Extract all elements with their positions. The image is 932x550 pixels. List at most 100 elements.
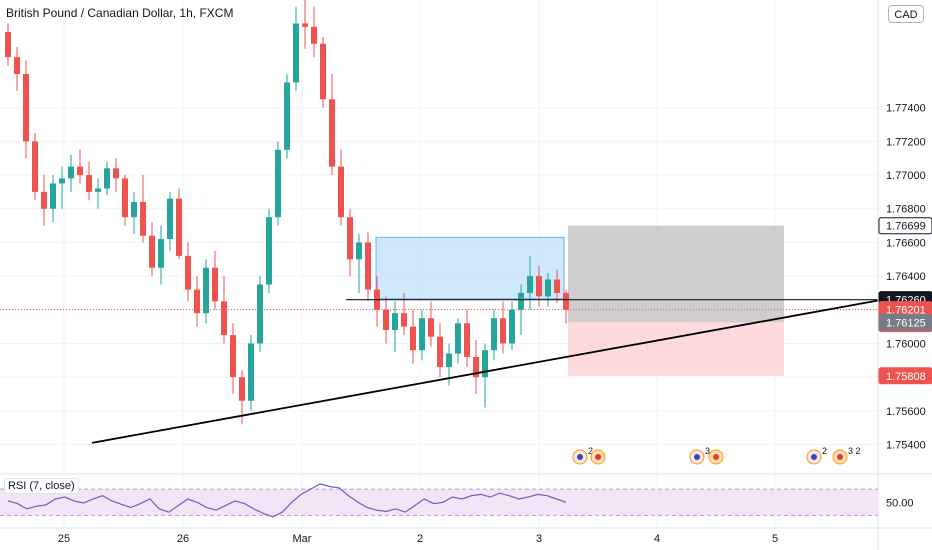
candle [293,6,299,91]
candle [464,309,470,368]
candle [410,309,416,364]
candle-body [95,188,101,192]
candle-body [68,166,74,179]
price-tick-label: 1.76000 [886,338,926,350]
candle-body [554,279,560,293]
candle [95,178,101,209]
candle-body [5,31,11,58]
price-tick-label: 1.76600 [886,237,926,249]
candle [86,161,92,201]
candle-body [320,43,326,100]
ca-event-icon[interactable]: 3 2 [832,446,861,465]
candle-body [383,309,389,330]
price-tick-label: 1.77400 [886,103,926,115]
candle-body [473,356,479,378]
candle [365,232,371,302]
price-tick-label: 1.77000 [886,170,926,182]
candle-body [86,175,92,192]
candle [59,166,65,209]
candle-body [302,23,308,27]
candle-body [428,318,434,337]
candle-body [176,198,182,256]
candle [185,242,191,302]
candle-body [32,141,38,192]
candle [320,36,326,108]
event-count: 2 [822,446,827,456]
candle-body [311,26,317,44]
candle [356,234,362,293]
candle-body [347,217,353,260]
candle-body [185,255,191,290]
candle [113,158,119,192]
candle [5,23,11,66]
candle-body [239,377,245,401]
gb-event-icon[interactable]: 2 [572,446,593,465]
candle-body [122,178,128,218]
candle [194,276,200,327]
candle-body [527,276,533,293]
price-label-red: 1.75808 [878,367,932,385]
price-tick-label: 1.75600 [886,406,926,418]
ca-event-icon[interactable] [590,449,606,465]
candle-body [221,301,227,336]
candle-body [455,323,461,354]
gb-event-icon[interactable]: 3 [689,446,710,465]
time-tick-label: 4 [654,533,660,545]
ca-event-icon[interactable] [708,449,724,465]
candle [428,301,434,347]
candle [437,323,443,378]
candle-body [563,292,569,310]
candle [302,0,308,49]
candle-body [293,23,299,83]
candle [131,191,137,234]
price-label-text: 1.76201 [886,305,926,317]
candle [383,296,389,344]
time-tick-label: 26 [177,533,189,545]
candle [392,301,398,352]
candle [41,175,47,226]
price-tick-label: 1.76800 [886,204,926,216]
candle-body [329,99,335,167]
candle-body [212,267,218,302]
rsi-indicator-label[interactable]: RSI (7, close) [4,478,79,494]
time-tick-label: Mar [293,533,312,545]
candle-body [491,318,497,351]
candle-body [167,198,173,240]
time-tick-label: 25 [58,533,70,545]
currency-selector[interactable]: CAD [888,5,924,23]
candle [275,141,281,226]
candle [329,74,335,176]
time-tick-label: 3 [536,533,542,545]
candle-body [50,183,56,209]
candle [266,208,272,293]
price-label-outline: 1.76699 [878,217,932,235]
price-tick-label: 1.76400 [886,271,926,283]
candle-body [437,336,443,368]
candle-body [419,318,425,351]
candle [77,149,83,184]
price-tick-label: 1.77200 [886,136,926,148]
candle [509,301,515,351]
candle [257,276,263,352]
candle [176,188,182,260]
candle-body [284,82,290,150]
candle-body [23,74,29,142]
rsi-line [7,483,567,518]
candle [50,175,56,223]
candle [212,250,218,310]
candle-body [356,242,362,260]
candle [284,74,290,159]
candle [518,284,524,336]
candle-body [158,239,164,268]
gb-event-icon[interactable]: 2 [806,446,827,465]
candle-body [203,267,209,314]
candle [347,208,353,277]
candle-body [194,289,200,314]
chart-title: British Pound / Canadian Dollar, 1h, FXC… [4,6,236,20]
time-tick-label: 5 [772,533,778,545]
candle [473,340,479,394]
candle [158,225,164,285]
candle [248,335,254,411]
candle-body [518,292,524,310]
